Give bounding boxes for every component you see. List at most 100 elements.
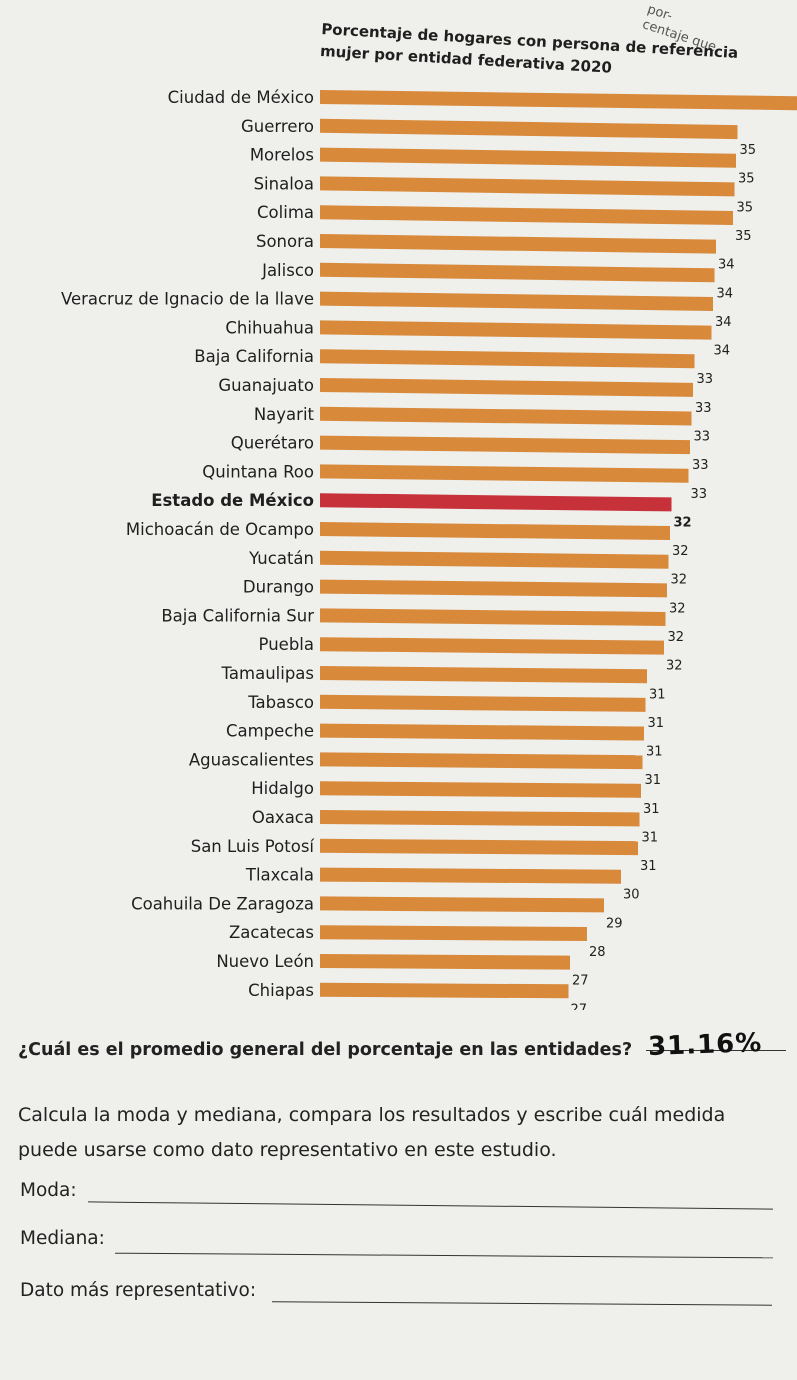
value-label: 35 bbox=[735, 229, 752, 244]
category-label: Puebla bbox=[259, 635, 314, 654]
bar-group-oaxaca: Oaxaca 31 bbox=[252, 808, 658, 845]
bar-chart: Ciudad de México40 Guerrero 35 Morelos 35 Sin… bbox=[61, 88, 797, 1010]
bar bbox=[320, 810, 640, 827]
moda-label: Moda: bbox=[20, 1180, 77, 1201]
category-label: Tamaulipas bbox=[221, 664, 314, 683]
bar-group-ciudad-de-mexico: Ciudad de México40 bbox=[168, 88, 797, 111]
bar bbox=[320, 349, 695, 369]
bar-group-durango: Durango 32 bbox=[243, 578, 686, 617]
bar-group-guanajuato: Guanajuato 33 bbox=[218, 376, 711, 416]
bar bbox=[320, 666, 647, 684]
category-label: Sinaloa bbox=[254, 174, 314, 193]
bar bbox=[320, 147, 736, 168]
category-label: Tabasco bbox=[247, 693, 314, 712]
bar bbox=[320, 925, 587, 942]
category-label: Oaxaca bbox=[252, 808, 314, 827]
bar bbox=[320, 176, 735, 197]
bar-group-aguascalientes: Aguascalientes 31 bbox=[189, 750, 661, 788]
value-label: 27 bbox=[571, 1002, 588, 1010]
value-label: 31 bbox=[640, 859, 657, 874]
bar-group-nuevo-leon: Nuevo León 27 bbox=[216, 952, 588, 989]
bar-group-quintana-roo: Quintana Roo 33 bbox=[202, 462, 707, 501]
category-label: Estado de México bbox=[151, 491, 314, 510]
bar bbox=[320, 90, 797, 111]
category-label: Chihuahua bbox=[225, 318, 314, 337]
answer-average-handwritten: 31.16% bbox=[647, 1028, 763, 1062]
bar bbox=[320, 234, 716, 254]
bar bbox=[320, 752, 643, 770]
value-label: 34 bbox=[715, 315, 732, 330]
value-label: 33 bbox=[695, 401, 712, 416]
category-label: Coahuila De Zaragoza bbox=[131, 894, 314, 913]
category-label: Jalisco bbox=[261, 261, 314, 280]
bar-group-chihuahua: Chihuahua 34 bbox=[225, 318, 730, 358]
mediana-blank[interactable] bbox=[115, 1252, 773, 1259]
bar bbox=[320, 320, 712, 340]
value-label: 32 bbox=[671, 573, 688, 588]
category-label: Colima bbox=[257, 203, 314, 222]
value-label: 35 bbox=[738, 172, 755, 187]
category-label: Querétaro bbox=[231, 434, 314, 453]
bar bbox=[320, 579, 667, 598]
category-label: Quintana Roo bbox=[202, 462, 314, 481]
value-label: 34 bbox=[717, 286, 734, 301]
value-label: 33 bbox=[697, 372, 714, 387]
category-label: Guerrero bbox=[241, 117, 314, 136]
bar-group-colima: Colima 35 bbox=[257, 203, 752, 244]
value-label: 32 bbox=[672, 544, 689, 559]
value-label: 31 bbox=[645, 773, 662, 788]
category-label: Baja California Sur bbox=[161, 606, 314, 625]
bar bbox=[320, 378, 693, 397]
bar bbox=[320, 867, 621, 884]
value-label: 31 bbox=[646, 745, 663, 760]
answer-average-blank[interactable] bbox=[646, 1050, 786, 1051]
value-label: 31 bbox=[642, 830, 659, 845]
value-label: 31 bbox=[649, 687, 666, 702]
category-label: Nayarit bbox=[254, 405, 315, 424]
bar-group-veracruz-de-ignacio-de-la-llave: Veracruz de Ignacio de la llave 34 bbox=[61, 290, 732, 330]
category-label: Morelos bbox=[250, 146, 314, 165]
value-label: 32 bbox=[668, 630, 685, 645]
bar bbox=[320, 205, 733, 226]
value-label: 32 bbox=[666, 659, 683, 674]
value-label: 27 bbox=[572, 974, 589, 989]
bar-group-michoacan-de-ocampo: Michoacán de Ocampo 32 bbox=[126, 520, 689, 559]
bar bbox=[320, 118, 738, 140]
category-label: Hidalgo bbox=[251, 779, 314, 798]
dato-representativo-label: Dato más representativo: bbox=[20, 1280, 257, 1301]
bar-group-campeche: Campeche 31 bbox=[226, 722, 663, 760]
bar-group-jalisco: Jalisco 34 bbox=[261, 261, 733, 302]
bar bbox=[320, 694, 646, 712]
bar-group-baja-california-sur: Baja California Sur 32 bbox=[161, 606, 684, 645]
value-label: 33 bbox=[694, 430, 711, 445]
value-label: 34 bbox=[718, 258, 735, 273]
value-label: 30 bbox=[623, 888, 640, 903]
category-label: Tlaxcala bbox=[245, 866, 314, 885]
bar-group-hidalgo: Hidalgo 31 bbox=[251, 779, 659, 817]
value-label: 33 bbox=[692, 458, 709, 473]
bar bbox=[320, 493, 672, 512]
bar bbox=[320, 838, 638, 856]
bar-group-tamaulipas: Tamaulipas 31 bbox=[221, 664, 666, 702]
category-label: Yucatán bbox=[248, 549, 314, 568]
question-mode-median: Calcula la moda y mediana, compara los r… bbox=[18, 1104, 726, 1161]
question-average: ¿Cuál es el promedio general del porcent… bbox=[18, 1040, 633, 1060]
value-label: 31 bbox=[648, 716, 665, 731]
bar bbox=[320, 464, 689, 483]
value-label: 35 bbox=[740, 143, 757, 158]
bar bbox=[320, 550, 669, 569]
bar bbox=[320, 435, 690, 455]
bar-group-tlaxcala: Tlaxcala 30 bbox=[245, 866, 640, 903]
category-label: Nuevo León bbox=[216, 952, 314, 971]
bar-group-guerrero: Guerrero 35 bbox=[241, 117, 756, 158]
moda-blank[interactable] bbox=[88, 1201, 773, 1210]
bar-group-baja-california: Baja California 33 bbox=[194, 347, 713, 387]
category-label: Aguascalientes bbox=[189, 750, 314, 769]
dato-representativo-blank[interactable] bbox=[272, 1301, 772, 1306]
bar-group-san-luis-potosi: San Luis Potosí 31 bbox=[191, 837, 657, 874]
category-label: Michoacán de Ocampo bbox=[126, 520, 314, 539]
bar bbox=[320, 954, 570, 970]
bar bbox=[320, 608, 666, 626]
bar-group-coahuila-de-zaragoza: Coahuila De Zaragoza 29 bbox=[131, 894, 622, 931]
value-label: 31 bbox=[643, 802, 660, 817]
